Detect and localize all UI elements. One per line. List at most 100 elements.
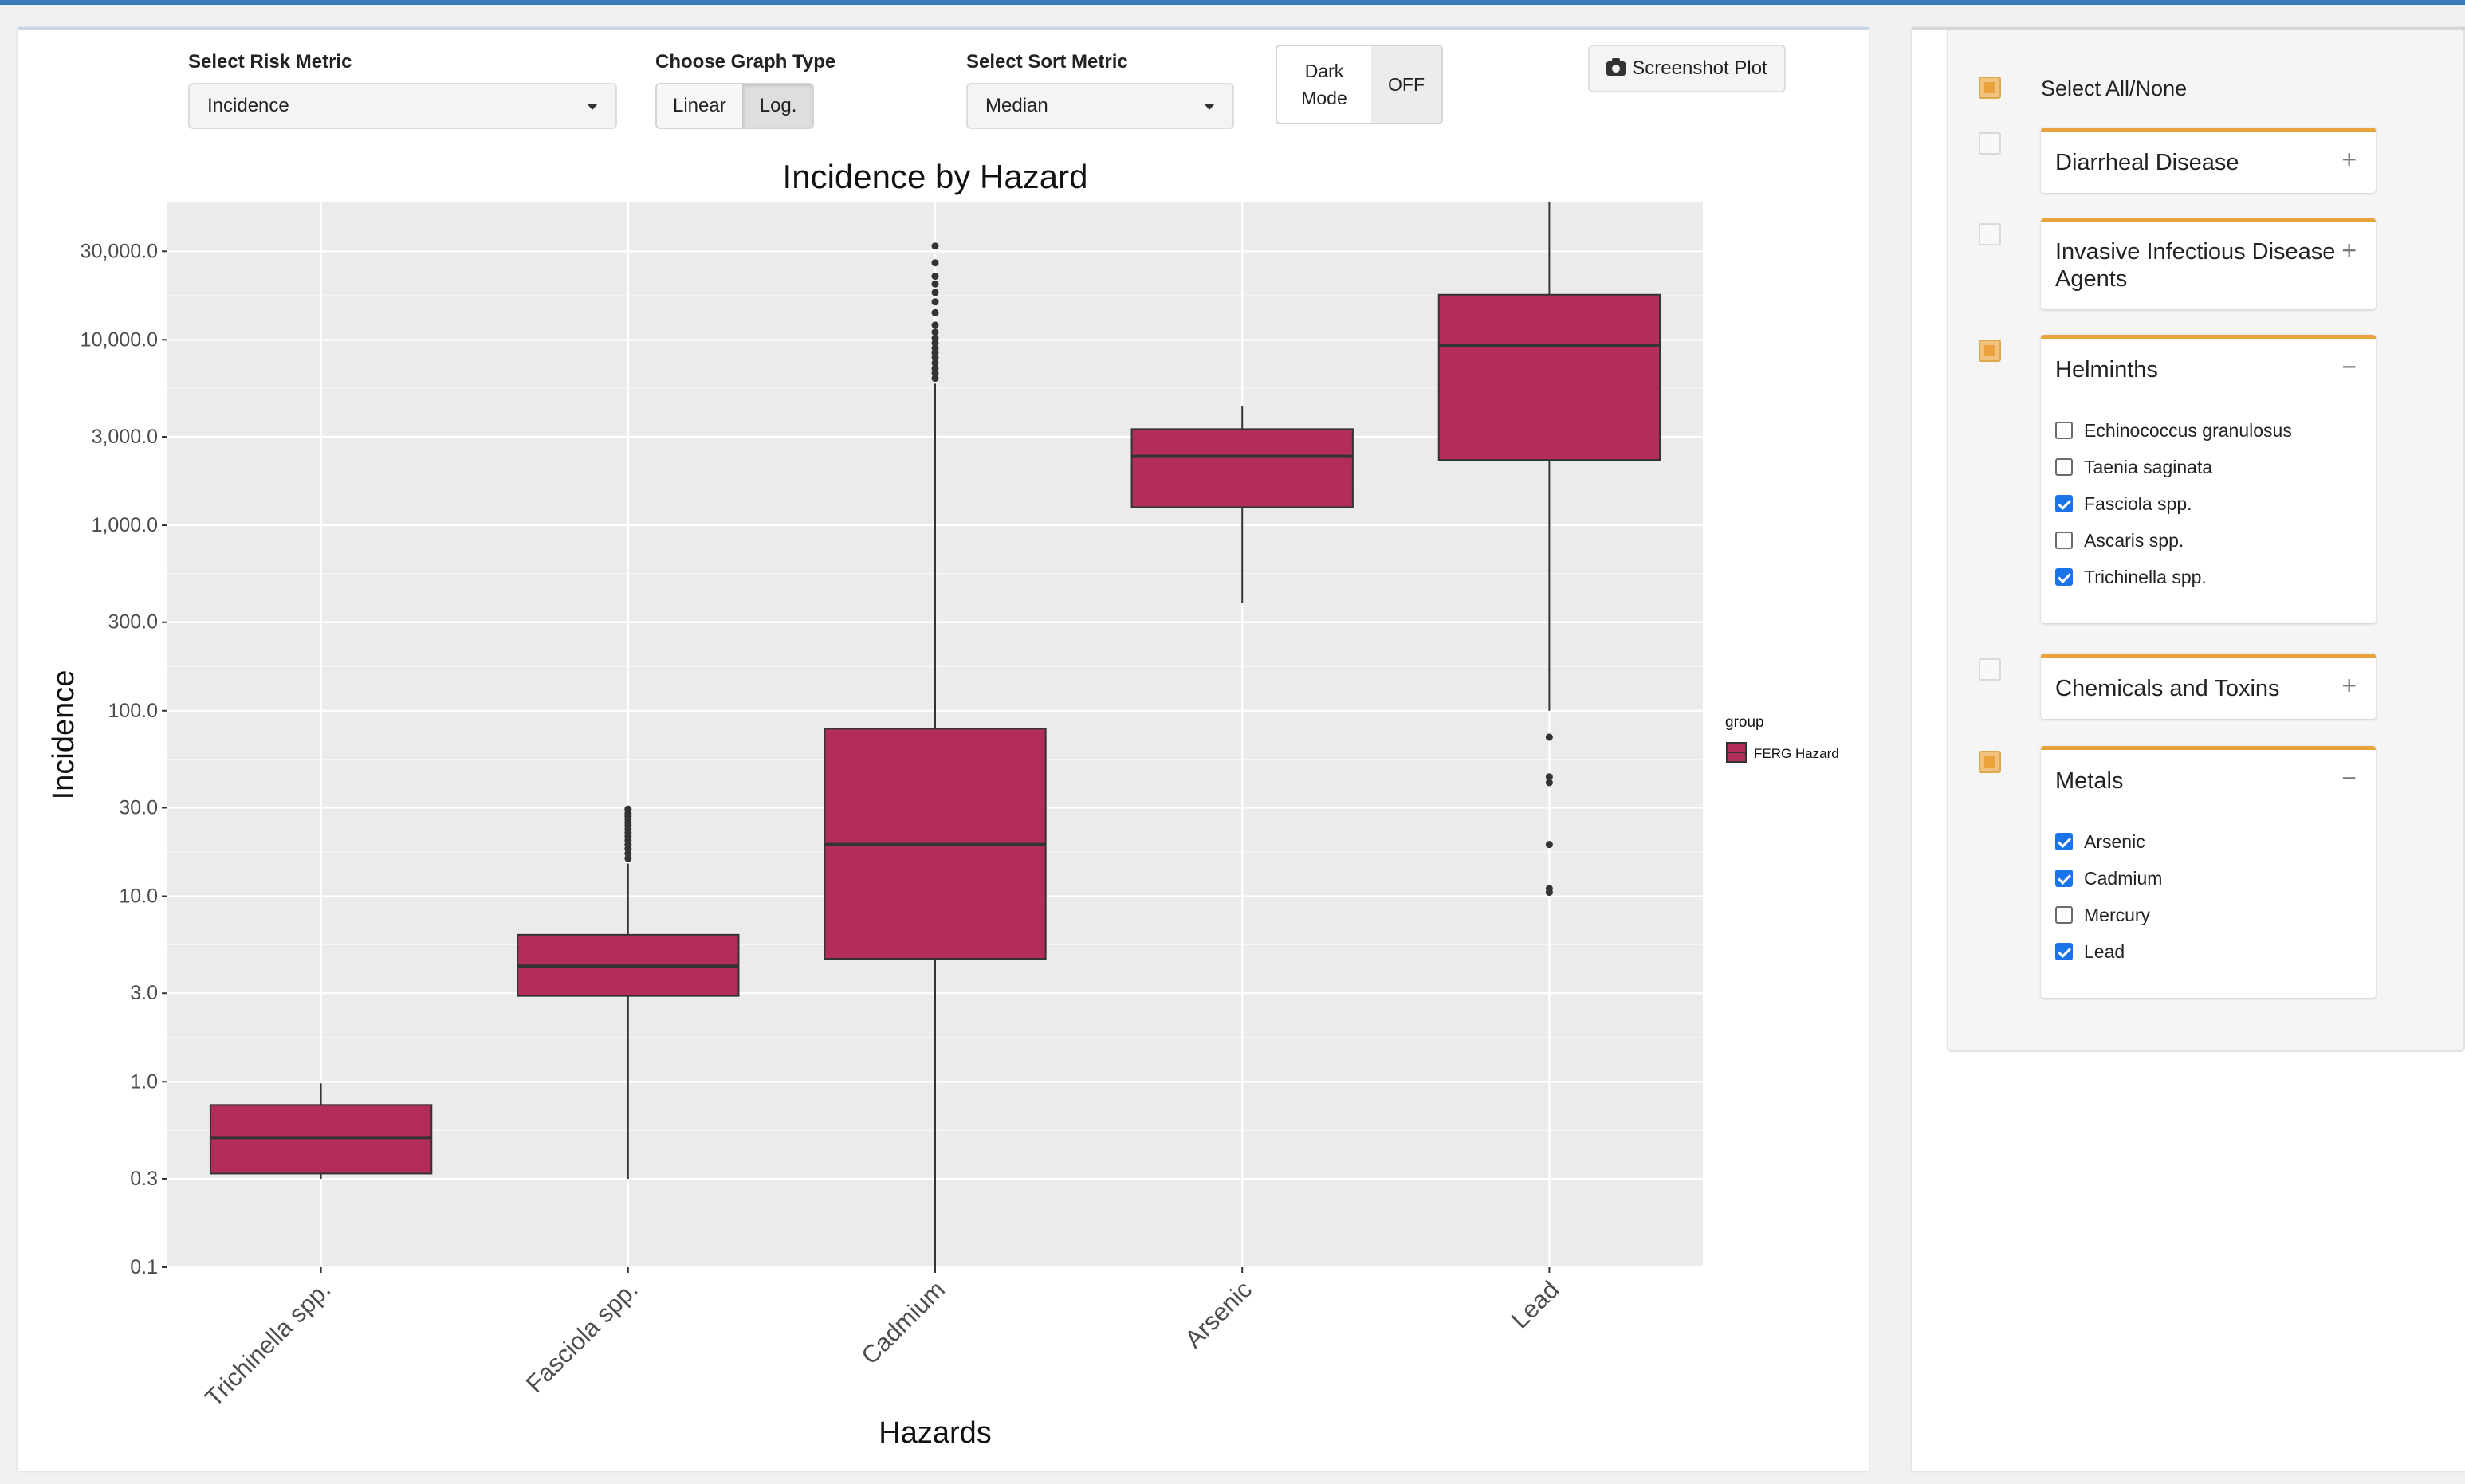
group-title[interactable]: Helminths bbox=[2055, 357, 2158, 383]
box-iqr bbox=[1130, 428, 1354, 508]
hazard-label: Cadmium bbox=[2084, 867, 2163, 889]
hazard-item[interactable]: Lead bbox=[2055, 940, 2125, 964]
outlier-point bbox=[931, 298, 939, 306]
expand-plus-icon[interactable]: + bbox=[2341, 145, 2357, 174]
x-tick-label: Arsenic bbox=[1179, 1275, 1257, 1353]
hazard-item[interactable]: Cadmium bbox=[2055, 866, 2162, 890]
outlier-point bbox=[931, 321, 939, 329]
hazard-label: Fasciola spp. bbox=[2084, 493, 2192, 514]
expand-plus-icon[interactable]: + bbox=[2341, 236, 2357, 265]
checkbox[interactable] bbox=[2055, 532, 2073, 549]
sort-metric-label: Select Sort Metric bbox=[966, 51, 1128, 73]
checkbox[interactable] bbox=[2055, 906, 2073, 924]
box-1 bbox=[209, 1083, 433, 1179]
x-tick-label: Lead bbox=[1506, 1275, 1565, 1334]
collapse-minus-icon[interactable]: − bbox=[2341, 352, 2357, 381]
box-4 bbox=[1130, 406, 1354, 603]
group-checkbox-diarrheal-disease[interactable] bbox=[1979, 132, 2001, 155]
hazard-label: Taenia saginata bbox=[2084, 456, 2213, 477]
group-card-chemicals-toxins: Chemicals and Toxins + bbox=[2041, 654, 2376, 719]
legend-title: group bbox=[1725, 714, 1764, 731]
box-iqr bbox=[209, 1104, 433, 1175]
group-checkbox-helminths[interactable] bbox=[1979, 340, 2001, 362]
hazard-item[interactable]: Ascaris spp. bbox=[2055, 528, 2184, 552]
y-tick-label: 300.0 bbox=[108, 611, 158, 634]
sort-metric-value: Median bbox=[985, 95, 1048, 116]
outlier-point bbox=[1545, 779, 1553, 787]
camera-icon bbox=[1606, 58, 1626, 76]
y-tick-label: 1.0 bbox=[130, 1070, 158, 1093]
outlier-point bbox=[624, 805, 632, 813]
expand-plus-icon[interactable]: + bbox=[2341, 671, 2357, 700]
group-card-helminths: Helminths − Echinococcus granulosus Taen… bbox=[2041, 335, 2376, 623]
group-title[interactable]: Diarrheal Disease bbox=[2055, 150, 2239, 175]
checkbox[interactable] bbox=[2055, 422, 2073, 439]
sidebar-panel: Select All/None Diarrheal Disease + Inva… bbox=[1912, 27, 2465, 1471]
outlier-point bbox=[931, 359, 939, 367]
hazard-label: Ascaris spp. bbox=[2084, 529, 2184, 551]
outlier-point bbox=[1545, 889, 1553, 897]
group-title[interactable]: Metals bbox=[2055, 768, 2124, 794]
hazard-label: Arsenic bbox=[2084, 830, 2145, 852]
hazard-item[interactable]: Taenia saginata bbox=[2055, 455, 2212, 479]
outlier-point bbox=[931, 242, 939, 250]
checkbox[interactable] bbox=[2055, 458, 2073, 476]
chevron-down-icon bbox=[1204, 104, 1215, 110]
risk-metric-value: Incidence bbox=[207, 95, 289, 116]
outlier-point bbox=[1545, 773, 1553, 781]
hazard-label: Mercury bbox=[2084, 904, 2151, 925]
group-checkbox-invasive-infectious[interactable] bbox=[1979, 223, 2001, 245]
y-tick-label: 1,000.0 bbox=[92, 514, 158, 536]
legend-key bbox=[1726, 742, 1747, 763]
checkbox[interactable] bbox=[2055, 495, 2073, 512]
hazard-item[interactable]: Mercury bbox=[2055, 903, 2150, 927]
y-tick-label: 0.1 bbox=[130, 1256, 158, 1278]
checkbox[interactable] bbox=[2055, 870, 2073, 887]
chevron-down-icon bbox=[587, 104, 598, 110]
group-checkbox-metals[interactable] bbox=[1979, 751, 2001, 773]
sort-metric-select[interactable]: Median bbox=[966, 83, 1234, 129]
group-title[interactable]: Invasive Infectious Disease Agents bbox=[2055, 239, 2336, 292]
checkbox[interactable] bbox=[2055, 833, 2073, 850]
hazard-item[interactable]: Arsenic bbox=[2055, 830, 2145, 854]
y-tick-label: 0.3 bbox=[130, 1168, 158, 1190]
group-card-invasive-infectious: Invasive Infectious Disease Agents + bbox=[2041, 218, 2376, 309]
boxplot-chart: 0.1 0.3 1.0 3.0 10.0 30.0 100.0 300.0 1,000.0 3,0… bbox=[47, 158, 1839, 1450]
outlier-point bbox=[931, 375, 939, 383]
legend-entry: FERG Hazard bbox=[1754, 746, 1839, 761]
top-accent-bar bbox=[0, 0, 2465, 5]
outlier-point bbox=[931, 289, 939, 296]
log-button[interactable]: Log. bbox=[741, 84, 813, 128]
dark-mode-toggle[interactable]: Dark Mode OFF bbox=[1276, 45, 1443, 124]
outlier-point bbox=[931, 308, 939, 316]
graph-type-toggle: Linear Log. bbox=[655, 83, 815, 129]
collapse-minus-icon[interactable]: − bbox=[2341, 764, 2357, 792]
risk-metric-label: Select Risk Metric bbox=[188, 51, 352, 73]
y-tick-label: 10.0 bbox=[119, 885, 158, 908]
y-tick-label: 30,000.0 bbox=[81, 240, 158, 262]
hazard-item[interactable]: Echinococcus granulosus bbox=[2055, 418, 2292, 442]
outlier-point bbox=[931, 273, 939, 281]
linear-button[interactable]: Linear bbox=[657, 84, 742, 128]
group-checkbox-chemicals-toxins[interactable] bbox=[1979, 658, 2001, 681]
risk-metric-select[interactable]: Incidence bbox=[188, 83, 617, 129]
dark-mode-state[interactable]: OFF bbox=[1371, 46, 1441, 123]
y-tick-label: 10,000.0 bbox=[81, 328, 158, 351]
x-tick-label: Fasciola spp. bbox=[521, 1275, 643, 1398]
checkbox[interactable] bbox=[2055, 568, 2073, 586]
select-all-checkbox[interactable] bbox=[1979, 77, 2001, 99]
dark-mode-label: Dark Mode bbox=[1277, 46, 1371, 123]
group-card-diarrheal-disease: Diarrheal Disease + bbox=[2041, 128, 2376, 193]
outlier-point bbox=[1545, 733, 1553, 741]
group-title[interactable]: Chemicals and Toxins bbox=[2055, 676, 2280, 701]
hazard-item[interactable]: Fasciola spp. bbox=[2055, 492, 2192, 516]
y-tick-label: 100.0 bbox=[108, 700, 158, 722]
select-all-label: Select All/None bbox=[2041, 77, 2188, 100]
hazard-label: Echinococcus granulosus bbox=[2084, 419, 2292, 441]
chart-title: Incidence by Hazard bbox=[783, 158, 1088, 195]
hazard-item[interactable]: Trichinella spp. bbox=[2055, 565, 2207, 589]
main-panel: Select Risk Metric Incidence Choose Grap… bbox=[18, 27, 1869, 1471]
checkbox[interactable] bbox=[2055, 943, 2073, 960]
screenshot-plot-button[interactable]: Screenshot Plot bbox=[1588, 45, 1786, 92]
screenshot-plot-label: Screenshot Plot bbox=[1632, 57, 1767, 79]
